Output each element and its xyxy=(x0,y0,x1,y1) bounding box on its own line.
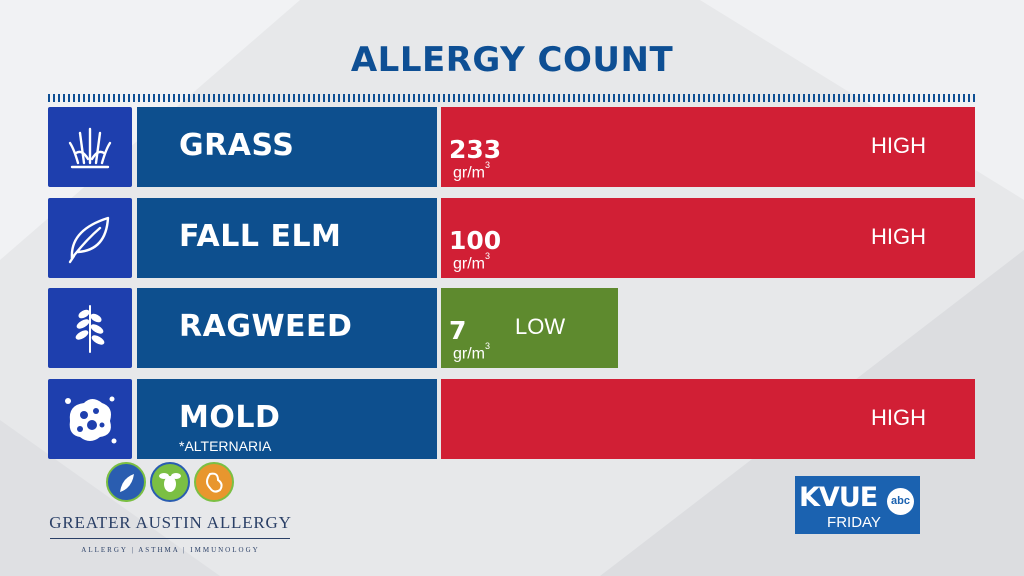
sponsor-tagline: ALLERGY | ASTHMA | IMMUNOLOGY xyxy=(81,546,260,554)
sponsor-logo: GREATER AUSTIN ALLERGY ALLERGY | ASTHMA … xyxy=(48,460,293,560)
title-divider xyxy=(48,94,975,102)
abc-network-icon: abc xyxy=(887,488,914,515)
station-logo: KVUE abc FRIDAY xyxy=(795,476,920,534)
level-label: HIGH xyxy=(871,405,926,430)
allergen-row-grass: GRASS 233 gr/m3 HIGH xyxy=(48,107,975,187)
mold-icon xyxy=(48,379,132,459)
allergen-name: FALL ELM xyxy=(179,219,342,254)
pollen-bar-high: 100 gr/m3 HIGH xyxy=(441,198,975,278)
allergen-name: RAGWEED xyxy=(179,309,353,344)
sponsor-name: GREATER AUSTIN ALLERGY xyxy=(49,513,292,532)
pollen-unit: gr/m3 xyxy=(453,251,491,273)
allergen-label-box: GRASS xyxy=(137,107,437,187)
station-name: KVUE xyxy=(799,482,878,513)
allergen-row-fall-elm: FALL ELM 100 gr/m3 HIGH xyxy=(48,198,975,278)
allergen-name: GRASS xyxy=(179,128,295,163)
leaf-icon xyxy=(48,198,132,278)
allergen-row-ragweed: RAGWEED 7 gr/m3 LOW xyxy=(48,288,975,368)
peanut-badge-icon xyxy=(194,462,234,502)
page-title: ALLERGY COUNT xyxy=(350,40,674,80)
grass-icon xyxy=(48,107,132,187)
level-label: HIGH xyxy=(871,224,926,249)
pollen-unit: gr/m3 xyxy=(453,341,491,363)
pollen-count: 233 xyxy=(449,135,502,164)
allergen-subname: *ALTERNARIA xyxy=(179,438,272,454)
level-label: LOW xyxy=(515,314,566,339)
allergen-row-mold: MOLD *ALTERNARIA HIGH xyxy=(48,379,975,459)
plant-badge-icon xyxy=(106,462,146,502)
pollen-unit: gr/m3 xyxy=(453,160,491,182)
ragweed-icon xyxy=(48,288,132,368)
level-label: HIGH xyxy=(871,133,926,158)
pollen-count: 100 xyxy=(449,226,502,255)
allergen-label-box: MOLD *ALTERNARIA xyxy=(137,379,437,459)
allergen-label-box: RAGWEED xyxy=(137,288,437,368)
pollen-bar-high: 233 gr/m3 HIGH xyxy=(441,107,975,187)
pollen-count: 7 xyxy=(449,316,467,345)
sponsor-divider xyxy=(50,538,290,539)
pollen-bar-low: 7 gr/m3 LOW xyxy=(441,288,618,368)
day-label: FRIDAY xyxy=(827,514,881,531)
allergen-name: MOLD xyxy=(179,400,281,435)
allergen-label-box: FALL ELM xyxy=(137,198,437,278)
pollen-bar-high: HIGH xyxy=(441,379,975,459)
bee-badge-icon xyxy=(150,462,190,502)
sponsor-badges xyxy=(106,462,236,502)
